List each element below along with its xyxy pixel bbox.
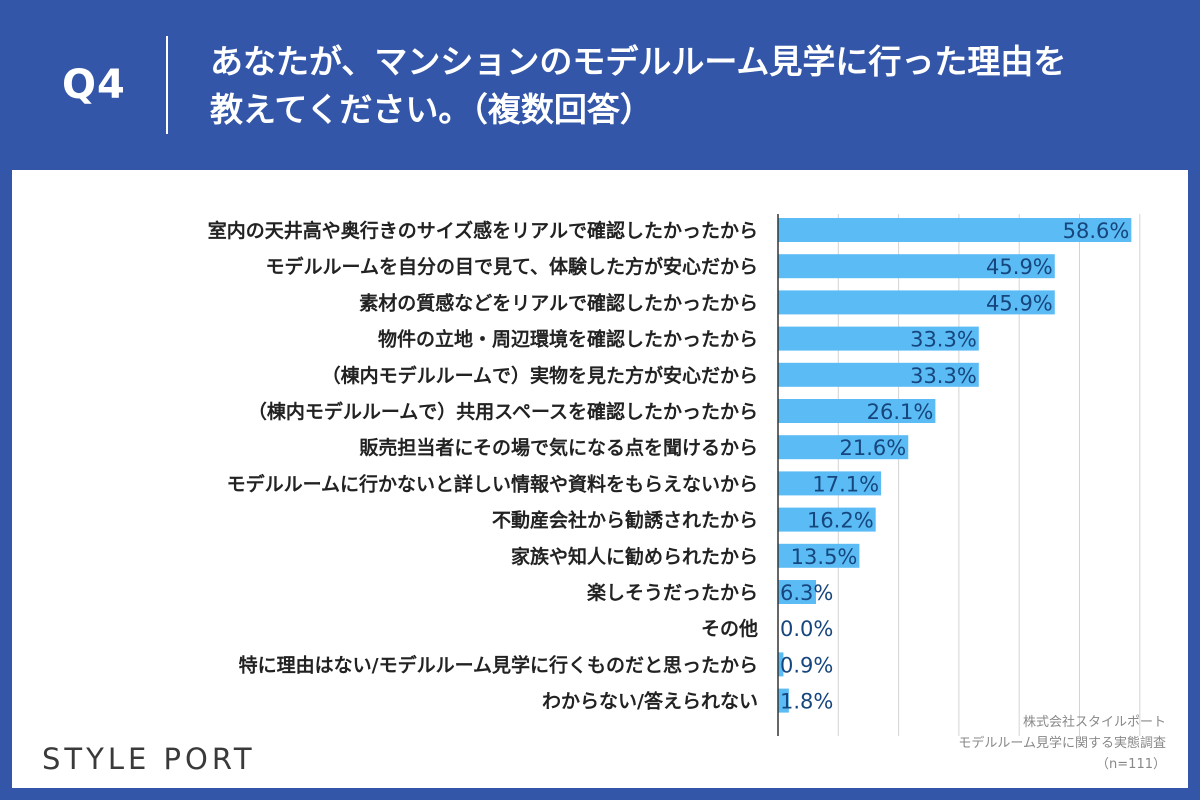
bar — [778, 362, 979, 387]
question-title-line1: あなたが、マンションのモデルルーム見学に行った理由を — [210, 42, 1067, 81]
source-note: 株式会社スタイルポート モデルルーム見学に関する実態調査 （n=111） — [958, 712, 1166, 775]
bar — [778, 688, 789, 713]
value-label: 6.3% — [780, 581, 833, 605]
category-label: 家族や知人に勧められたから — [511, 545, 758, 568]
value-label: 45.9% — [986, 255, 1053, 279]
source-survey: モデルルーム見学に関する実態調査 — [958, 736, 1166, 751]
bar — [778, 580, 816, 604]
category-label: （棟内モデルルームで）実物を見た方が安心だから — [322, 364, 758, 387]
bar — [778, 218, 1132, 242]
category-label: 特に理由はない/モデルルーム見学に行くものだと思ったから — [239, 653, 758, 676]
category-label: その他 — [701, 617, 758, 640]
source-company: 株式会社スタイルポート — [1022, 715, 1166, 730]
bar — [778, 254, 1055, 279]
category-label: 楽しそうだったから — [587, 581, 758, 604]
category-label: 物件の立地・周辺環境を確認したかったから — [378, 328, 758, 351]
bar — [778, 507, 876, 532]
value-label: 13.5% — [791, 545, 858, 569]
question-title-line2: 教えてください。（複数回答） — [210, 90, 653, 129]
value-label: 58.6% — [1063, 219, 1130, 243]
value-label: 0.0% — [780, 617, 833, 641]
bar — [778, 399, 936, 423]
category-label: わからない/答えられない — [542, 690, 758, 713]
header-divider — [166, 36, 168, 134]
category-label: 素材の質感などをリアルで確認したかったから — [359, 291, 758, 314]
bar — [778, 290, 1055, 315]
source-sample: （n=111） — [1096, 757, 1166, 772]
question-label: Q4 — [62, 62, 126, 108]
chart-panel: 室内の天井高や奥行きのサイズ感をリアルで確認したかったから 58.6% モデルルーム… — [12, 170, 1188, 788]
value-label: 17.1% — [812, 472, 879, 496]
category-label: モデルルームに行かないと詳しい情報や資料をもらえないから — [227, 472, 758, 495]
value-label: 26.1% — [867, 400, 934, 424]
header: Q4 あなたが、マンションのモデルルーム見学に行った理由を 教えてください。（複… — [0, 0, 1200, 170]
bar — [778, 326, 979, 351]
category-label: 不動産会社から勧誘されたから — [492, 509, 758, 532]
category-label: モデルルームを自分の目で見て、体験した方が安心だから — [266, 255, 758, 278]
value-label: 21.6% — [840, 436, 907, 460]
bar — [778, 543, 860, 568]
style-port-logo: STYLE PORT — [42, 742, 256, 776]
bar — [778, 471, 882, 496]
category-label: 販売担当者にその場で気になる点を聞けるから — [359, 436, 758, 459]
bar — [778, 652, 784, 677]
value-label: 0.9% — [780, 653, 833, 677]
value-label: 33.3% — [910, 328, 977, 352]
value-label: 45.9% — [986, 291, 1053, 315]
bar — [778, 435, 909, 460]
question-title: あなたが、マンションのモデルルーム見学に行った理由を 教えてください。（複数回答… — [210, 38, 1066, 134]
value-label: 33.3% — [910, 364, 977, 388]
value-label: 1.8% — [780, 690, 833, 714]
value-label: 16.2% — [807, 509, 874, 533]
category-label: （棟内モデルルームで）共用スペースを確認したかったから — [248, 400, 758, 423]
bar-chart: 室内の天井高や奥行きのサイズ感をリアルで確認したかったから 58.6% モデルルーム… — [208, 214, 1141, 736]
category-label: 室内の天井高や奥行きのサイズ感をリアルで確認したかったから — [208, 219, 758, 242]
